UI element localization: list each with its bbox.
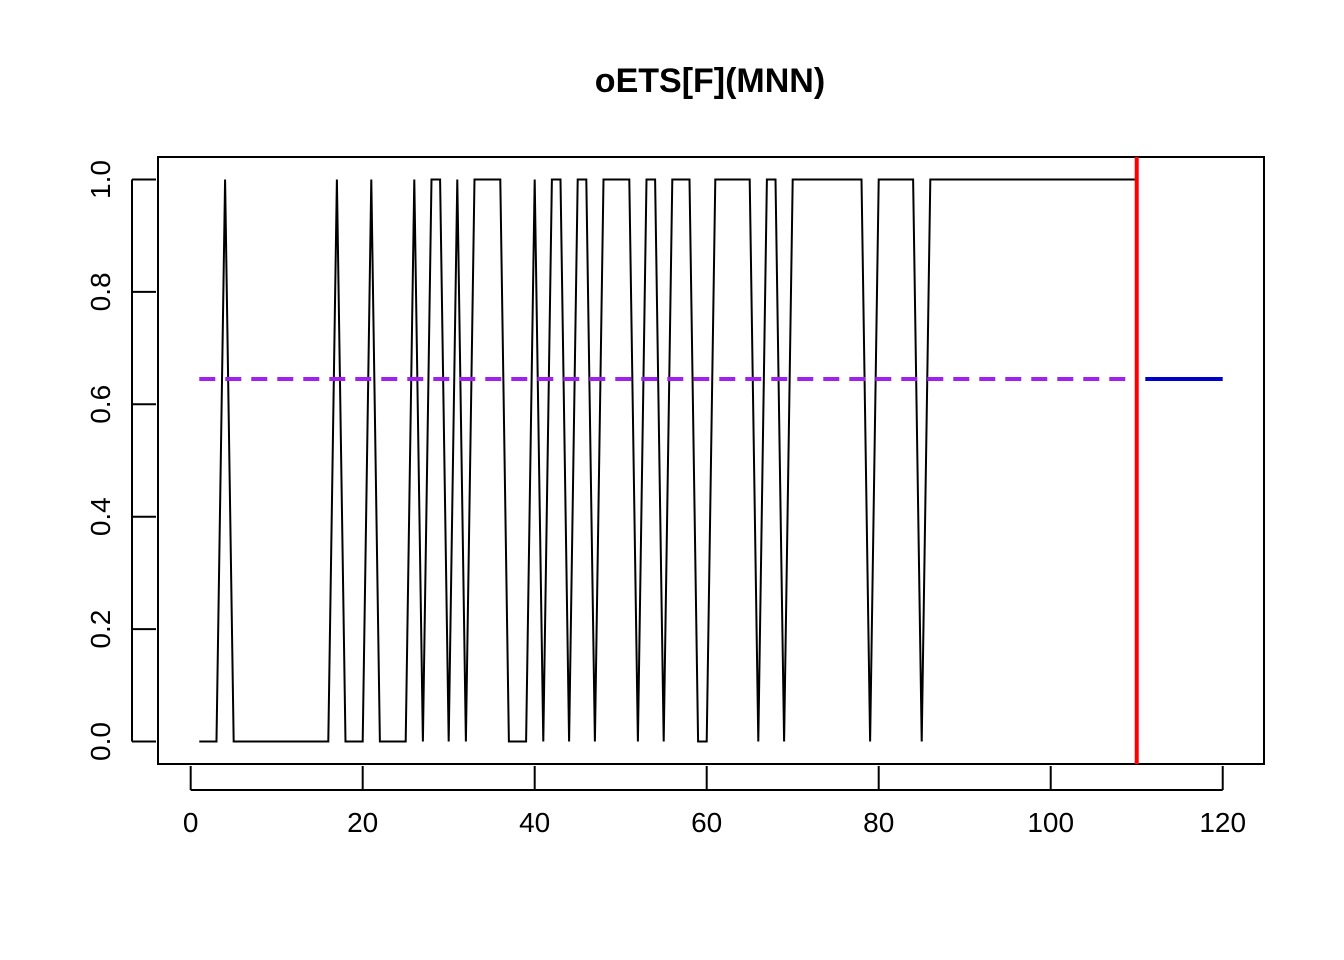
x-axis: 0 20 40 60 80 100 120	[183, 766, 1246, 838]
y-axis: 0.0 0.2 0.4 0.6 0.8 1.0	[85, 160, 156, 761]
y-tick-label: 0.6	[85, 385, 116, 424]
x-tick-label: 80	[863, 807, 894, 838]
y-tick-label: 0.4	[85, 497, 116, 536]
plot-frame	[157, 156, 1265, 765]
x-tick-label: 40	[519, 807, 550, 838]
y-tick-label: 0.2	[85, 610, 116, 649]
y-tick-label: 0.0	[85, 722, 116, 761]
x-tick-label: 0	[183, 807, 199, 838]
plot-area	[199, 157, 1223, 764]
x-tick-label: 60	[691, 807, 722, 838]
x-tick-label: 100	[1027, 807, 1074, 838]
x-tick-label: 120	[1199, 807, 1246, 838]
actuals-series-line	[199, 178, 1137, 743]
y-tick-label: 0.8	[85, 272, 116, 311]
y-tick-label: 1.0	[85, 160, 116, 199]
x-tick-label: 20	[347, 807, 378, 838]
chart-title: oETS[F](MNN)	[595, 62, 825, 100]
